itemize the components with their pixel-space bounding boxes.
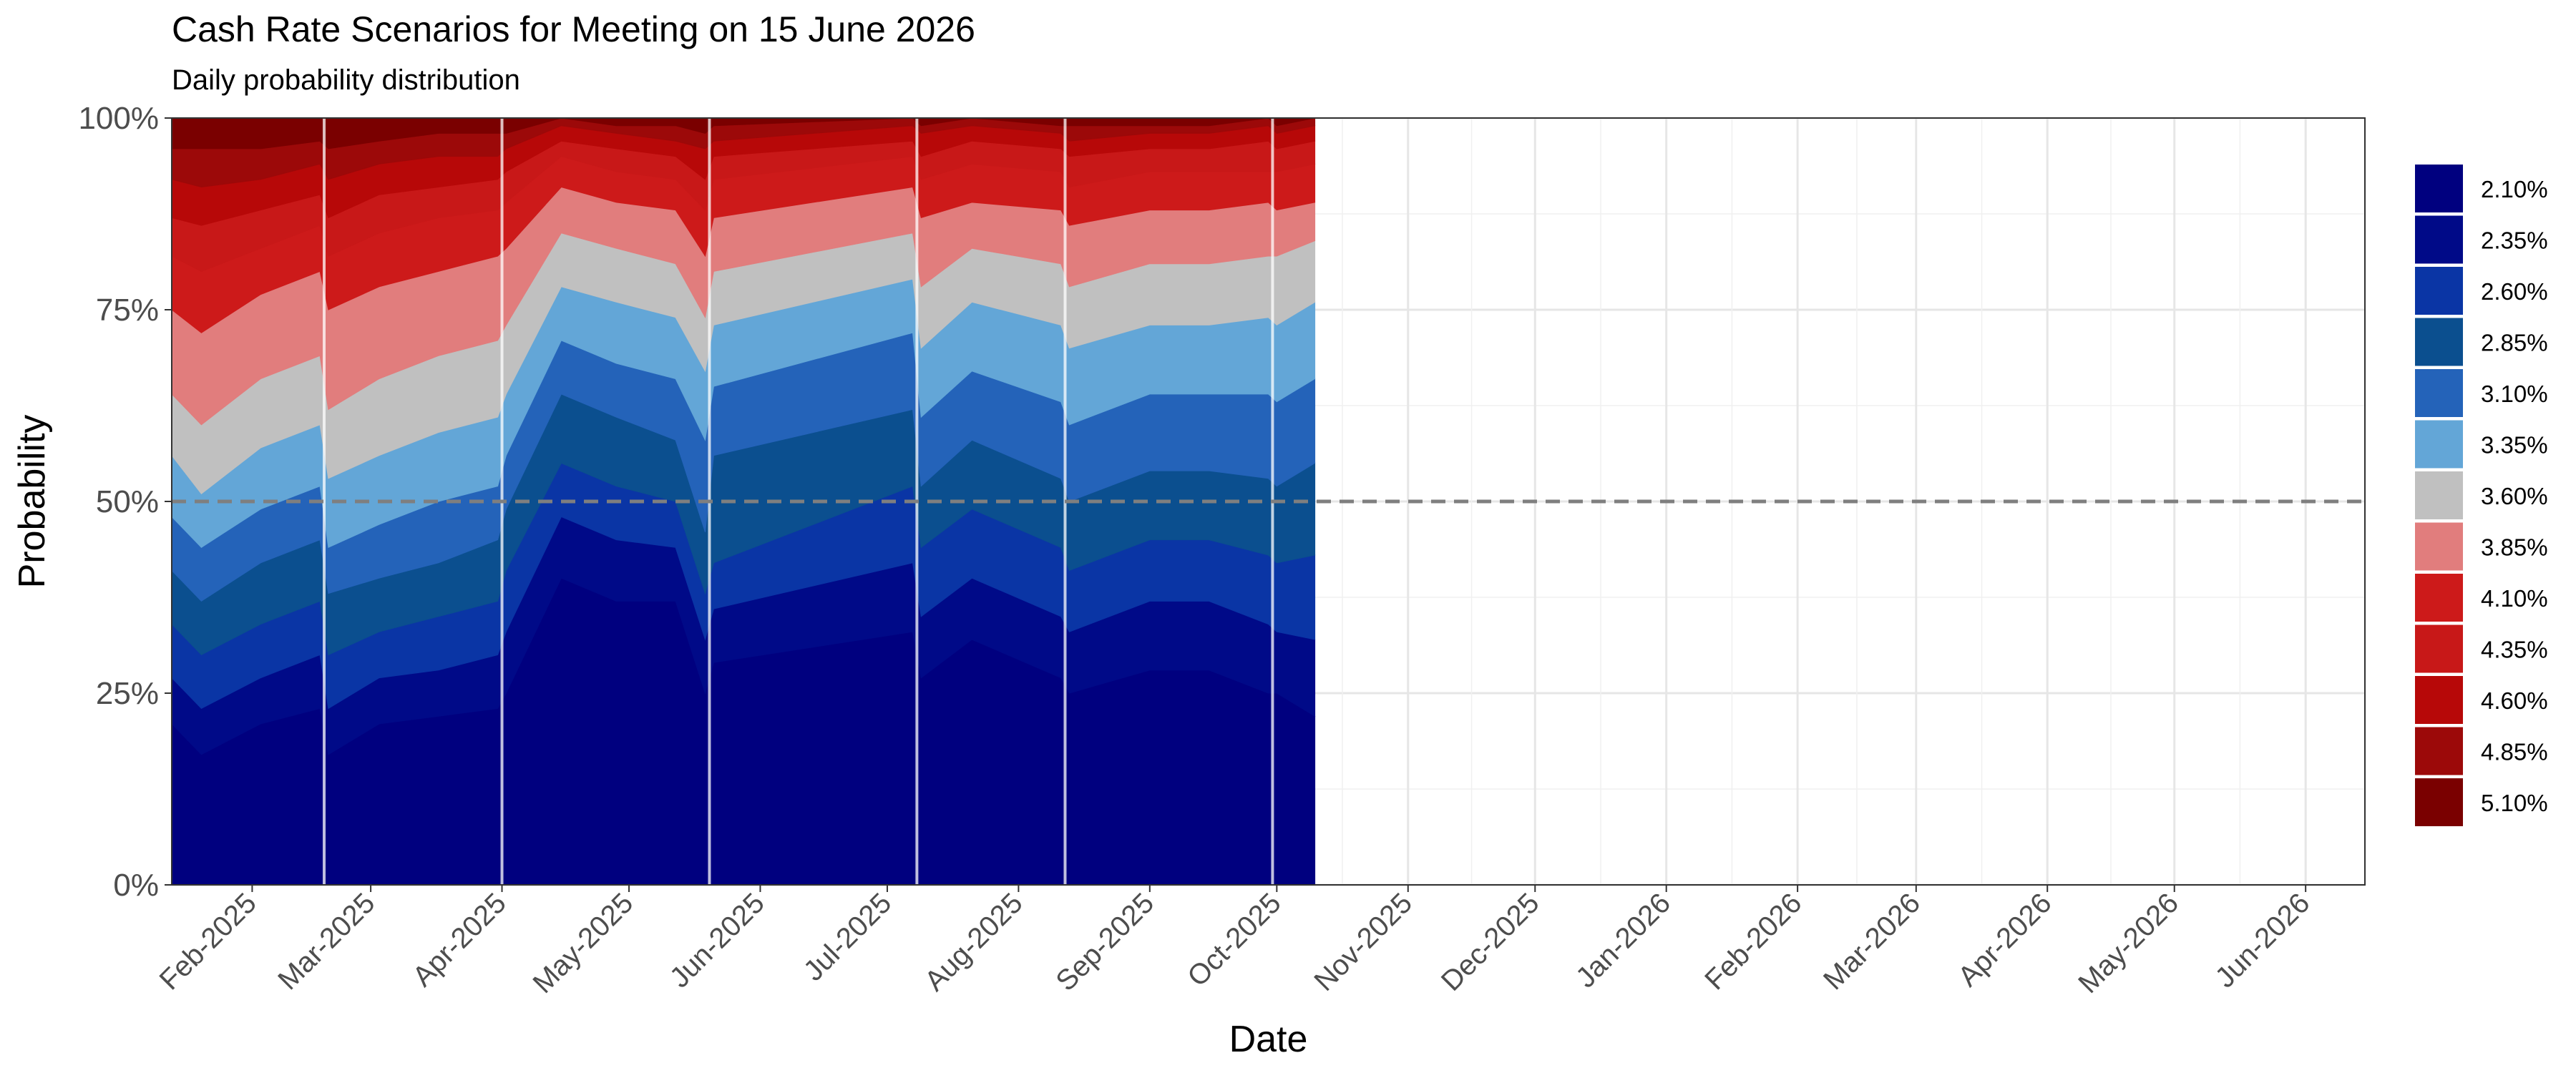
probability-areas bbox=[171, 117, 1316, 886]
x-tick-label: Feb-2026 bbox=[1699, 887, 1807, 996]
y-axis-title: Probability bbox=[11, 415, 53, 589]
x-tick-label: Apr-2026 bbox=[1952, 887, 2057, 992]
x-axis: Feb-2025 Mar-2025 Apr-2025 May-2025 Jun-2025… bbox=[154, 885, 2316, 999]
legend-swatch bbox=[2415, 318, 2463, 366]
x-tick-label: Oct-2025 bbox=[1181, 887, 1287, 992]
legend-label: 3.85% bbox=[2481, 534, 2548, 561]
legend-label: 5.10% bbox=[2481, 790, 2548, 816]
y-tick-label: 100% bbox=[78, 101, 159, 136]
chart-subtitle: Daily probability distribution bbox=[172, 64, 520, 96]
y-tick-label: 75% bbox=[96, 293, 159, 328]
legend-swatch bbox=[2415, 420, 2463, 469]
legend-label: 2.85% bbox=[2481, 330, 2548, 356]
legend-swatch bbox=[2415, 522, 2463, 571]
legend-label: 4.85% bbox=[2481, 739, 2548, 765]
x-tick-label: Mar-2025 bbox=[272, 887, 381, 996]
legend-label: 2.10% bbox=[2481, 176, 2548, 202]
legend-label: 3.10% bbox=[2481, 381, 2548, 407]
x-tick-label: Apr-2025 bbox=[406, 887, 512, 992]
legend-label: 4.10% bbox=[2481, 585, 2548, 612]
legend-swatch bbox=[2415, 165, 2463, 212]
legend-swatch bbox=[2415, 267, 2463, 315]
x-tick-label: Mar-2026 bbox=[1818, 887, 1926, 996]
x-tick-label: Sep-2025 bbox=[1050, 887, 1160, 997]
x-tick-label: Jan-2026 bbox=[1570, 887, 1677, 994]
legend-swatch bbox=[2415, 778, 2463, 826]
y-tick-label: 50% bbox=[96, 484, 159, 519]
legend-swatch bbox=[2415, 215, 2463, 264]
legend-swatch bbox=[2415, 369, 2463, 417]
y-tick-label: 25% bbox=[96, 676, 159, 711]
legend-swatch bbox=[2415, 624, 2463, 673]
x-tick-label: Jun-2026 bbox=[2209, 887, 2316, 994]
x-tick-label: May-2025 bbox=[527, 887, 640, 999]
chart-title: Cash Rate Scenarios for Meeting on 15 Ju… bbox=[172, 9, 975, 49]
legend-label: 4.35% bbox=[2481, 637, 2548, 663]
legend-label: 2.35% bbox=[2481, 227, 2548, 254]
legend-label: 4.60% bbox=[2481, 687, 2548, 714]
x-tick-label: Jun-2025 bbox=[664, 887, 771, 994]
legend-label: 2.60% bbox=[2481, 278, 2548, 305]
x-axis-title: Date bbox=[1229, 1019, 1308, 1060]
legend-swatch bbox=[2415, 471, 2463, 519]
x-tick-label: Dec-2025 bbox=[1435, 887, 1546, 997]
y-axis: 0% 25% 50% 75% 100% bbox=[78, 101, 172, 903]
x-tick-label: Nov-2025 bbox=[1308, 887, 1418, 997]
legend-swatch bbox=[2415, 727, 2463, 775]
x-tick-label: Aug-2025 bbox=[919, 887, 1029, 997]
x-tick-label: May-2026 bbox=[2072, 887, 2185, 999]
legend-swatch bbox=[2415, 676, 2463, 724]
x-tick-label: Jul-2025 bbox=[798, 887, 898, 987]
legend: 2.10% 2.35% 2.60% 2.85% 3.10% 3.35% 3.60% 3.85%… bbox=[2415, 165, 2548, 826]
y-tick-label: 0% bbox=[113, 868, 159, 903]
x-tick-label: Feb-2025 bbox=[154, 887, 263, 996]
legend-label: 3.35% bbox=[2481, 432, 2548, 459]
legend-label: 3.60% bbox=[2481, 483, 2548, 509]
legend-swatch bbox=[2415, 574, 2463, 622]
